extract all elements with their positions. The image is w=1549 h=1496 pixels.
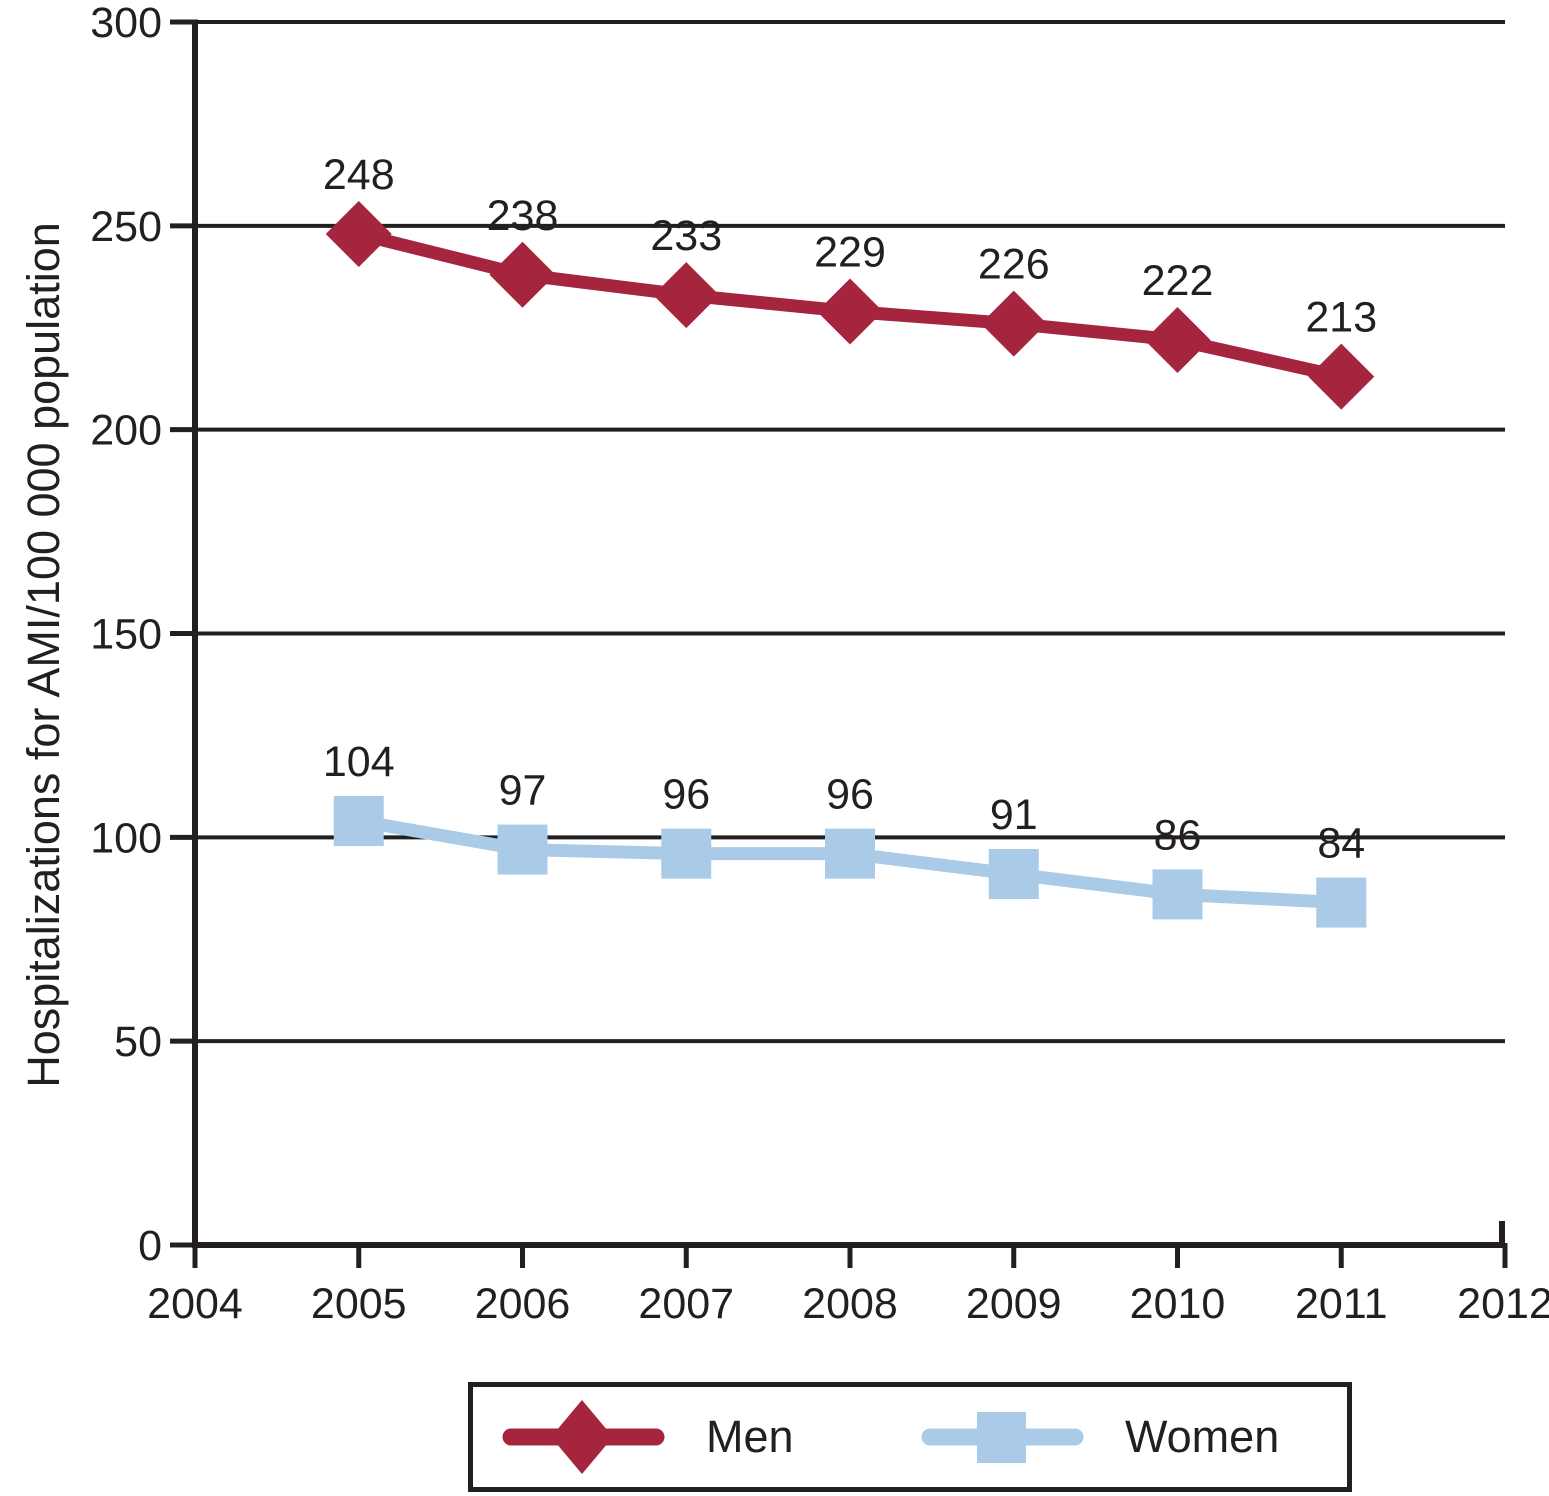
value-label-women-2006: 97 — [499, 767, 547, 815]
value-label-women-2005: 104 — [323, 738, 395, 786]
y-tick-label-150: 150 — [90, 611, 162, 659]
x-tick-label-2006: 2006 — [475, 1280, 571, 1328]
value-label-men-2006: 238 — [487, 192, 559, 240]
legend-item-women: Women — [920, 1387, 1279, 1487]
x-tick-label-2004: 2004 — [147, 1280, 243, 1328]
marker-men-2011 — [1308, 343, 1375, 410]
y-tick-label-0: 0 — [138, 1222, 162, 1270]
value-label-women-2007: 96 — [662, 771, 710, 819]
value-label-men-2005: 248 — [323, 151, 395, 199]
value-label-men-2008: 229 — [814, 228, 886, 276]
x-tick-label-2007: 2007 — [638, 1280, 734, 1328]
marker-men-2009 — [980, 290, 1047, 357]
legend-label-men: Men — [706, 1411, 794, 1462]
y-tick-label-50: 50 — [114, 1018, 162, 1066]
marker-men-2010 — [1144, 306, 1211, 373]
value-label-men-2007: 233 — [650, 212, 722, 260]
value-label-women-2011: 84 — [1317, 820, 1365, 868]
marker-men-2005 — [325, 200, 392, 267]
marker-men-2008 — [817, 278, 883, 345]
y-tick-label-100: 100 — [90, 814, 162, 862]
value-label-women-2010: 86 — [1154, 811, 1202, 859]
x-tick-label-2012: 2012 — [1457, 1280, 1549, 1328]
y-tick-label-250: 250 — [90, 203, 162, 251]
value-label-men-2010: 222 — [1142, 257, 1214, 305]
y-tick-label-200: 200 — [90, 407, 162, 455]
x-tick-label-2011: 2011 — [1295, 1280, 1387, 1328]
x-tick-label-2009: 2009 — [966, 1280, 1062, 1328]
y-axis-title: Hospitalizations for AMI/100 000 populat… — [18, 222, 69, 1088]
x-tick-label-2008: 2008 — [802, 1280, 898, 1328]
chart-legend: Men Women — [468, 1382, 1352, 1492]
marker-women-2011 — [1316, 877, 1367, 928]
x-tick-label-2010: 2010 — [1130, 1280, 1226, 1328]
marker-women-2005 — [333, 796, 384, 847]
men-diamond-marker-icon — [502, 1400, 665, 1474]
value-label-women-2009: 91 — [990, 791, 1038, 839]
marker-men-2006 — [489, 241, 556, 308]
x-tick-label-2005: 2005 — [311, 1280, 407, 1328]
marker-women-2009 — [988, 849, 1039, 900]
marker-women-2008 — [825, 828, 875, 879]
y-tick-label-300: 300 — [90, 0, 162, 47]
value-label-women-2008: 96 — [826, 771, 874, 819]
marker-women-2010 — [1152, 869, 1203, 920]
marker-women-2006 — [497, 824, 548, 875]
value-label-men-2009: 226 — [978, 241, 1050, 289]
women-square-marker-icon — [921, 1412, 1084, 1463]
legend-label-women: Women — [1125, 1411, 1280, 1462]
legend-item-men: Men — [501, 1387, 794, 1487]
marker-women-2007 — [661, 828, 712, 879]
value-label-men-2011: 213 — [1305, 294, 1377, 342]
marker-men-2007 — [653, 262, 720, 329]
